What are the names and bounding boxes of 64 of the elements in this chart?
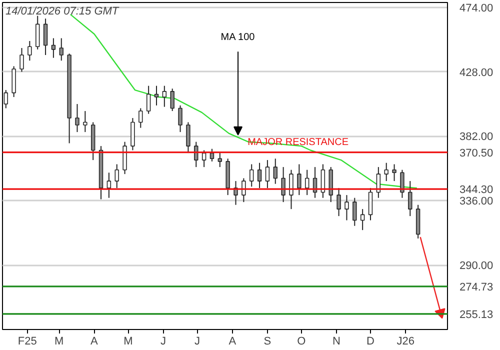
candlestick: [36, 15, 40, 50]
ref-line-label: 370.50: [460, 147, 494, 160]
candlestick: [368, 188, 373, 221]
candlestick: [162, 85, 167, 108]
x-tick-label: M: [54, 336, 64, 348]
x-tick-label: S: [264, 336, 272, 348]
x-tick-label: F25: [18, 336, 37, 348]
candlestick: [138, 108, 143, 128]
candlestick: [273, 158, 278, 184]
candlestick: [114, 164, 119, 189]
candlestick: [304, 169, 310, 196]
x-tick-label: J: [160, 336, 166, 348]
x-tick-label: A: [228, 336, 237, 348]
candlestick: [130, 118, 135, 151]
candlestick: [154, 85, 159, 106]
x-tick-label: N: [332, 336, 341, 348]
candlestick: [122, 141, 127, 175]
y-tick-label: 336.00: [460, 196, 494, 208]
candlestick: [392, 164, 396, 182]
y-tick-label: 474.00: [460, 2, 494, 14]
candlestick: [408, 180, 412, 217]
annotation: 14/01/2026 07:15 GMT: [6, 6, 120, 18]
candlestick: [186, 122, 190, 154]
candlestick: [75, 104, 80, 133]
x-tick-label: M: [124, 336, 133, 348]
candlestick: [170, 88, 174, 112]
candlestick: [250, 164, 254, 188]
candlestick: [352, 197, 357, 226]
ref-line-label: 255.13: [460, 308, 494, 321]
candlestick: [218, 152, 222, 168]
candlestick: [59, 38, 64, 62]
candlestick: [12, 66, 16, 98]
y-tick-label: 382.00: [460, 131, 494, 144]
candlestick: [297, 164, 302, 196]
candlestick: [281, 166, 286, 203]
ref-line-label: 344.30: [460, 184, 494, 196]
candlestick: [20, 48, 24, 72]
candlestick: [146, 85, 151, 114]
candlestick: [202, 150, 206, 168]
y-tick-label: 290.00: [460, 260, 494, 272]
x-tick-label: D: [366, 336, 375, 348]
candlestick: [210, 148, 214, 162]
candlestick: [4, 90, 8, 109]
candlestick: [83, 110, 88, 133]
candlestick: [178, 104, 182, 133]
candlestick: [265, 160, 270, 189]
candlestick: [28, 40, 32, 62]
candlestick: [106, 172, 112, 198]
candlestick: [344, 194, 349, 221]
y-tick-label: 428.00: [460, 66, 494, 79]
candlestick: [360, 208, 365, 231]
x-tick-label: O: [297, 336, 306, 348]
x-tick-label: A: [90, 336, 99, 348]
candlestick: [289, 169, 294, 210]
ref-line-label: 274.73: [460, 281, 494, 294]
annotation: MA 100: [220, 32, 256, 43]
candlestick: [336, 188, 341, 217]
x-tick-label: J26: [396, 336, 414, 348]
candlestick: [51, 38, 56, 58]
x-tick-label: J: [194, 336, 200, 348]
candlestick: [257, 162, 262, 189]
candlestick: [400, 169, 404, 198]
candlestick: [384, 162, 388, 182]
candlestick: [43, 18, 48, 56]
